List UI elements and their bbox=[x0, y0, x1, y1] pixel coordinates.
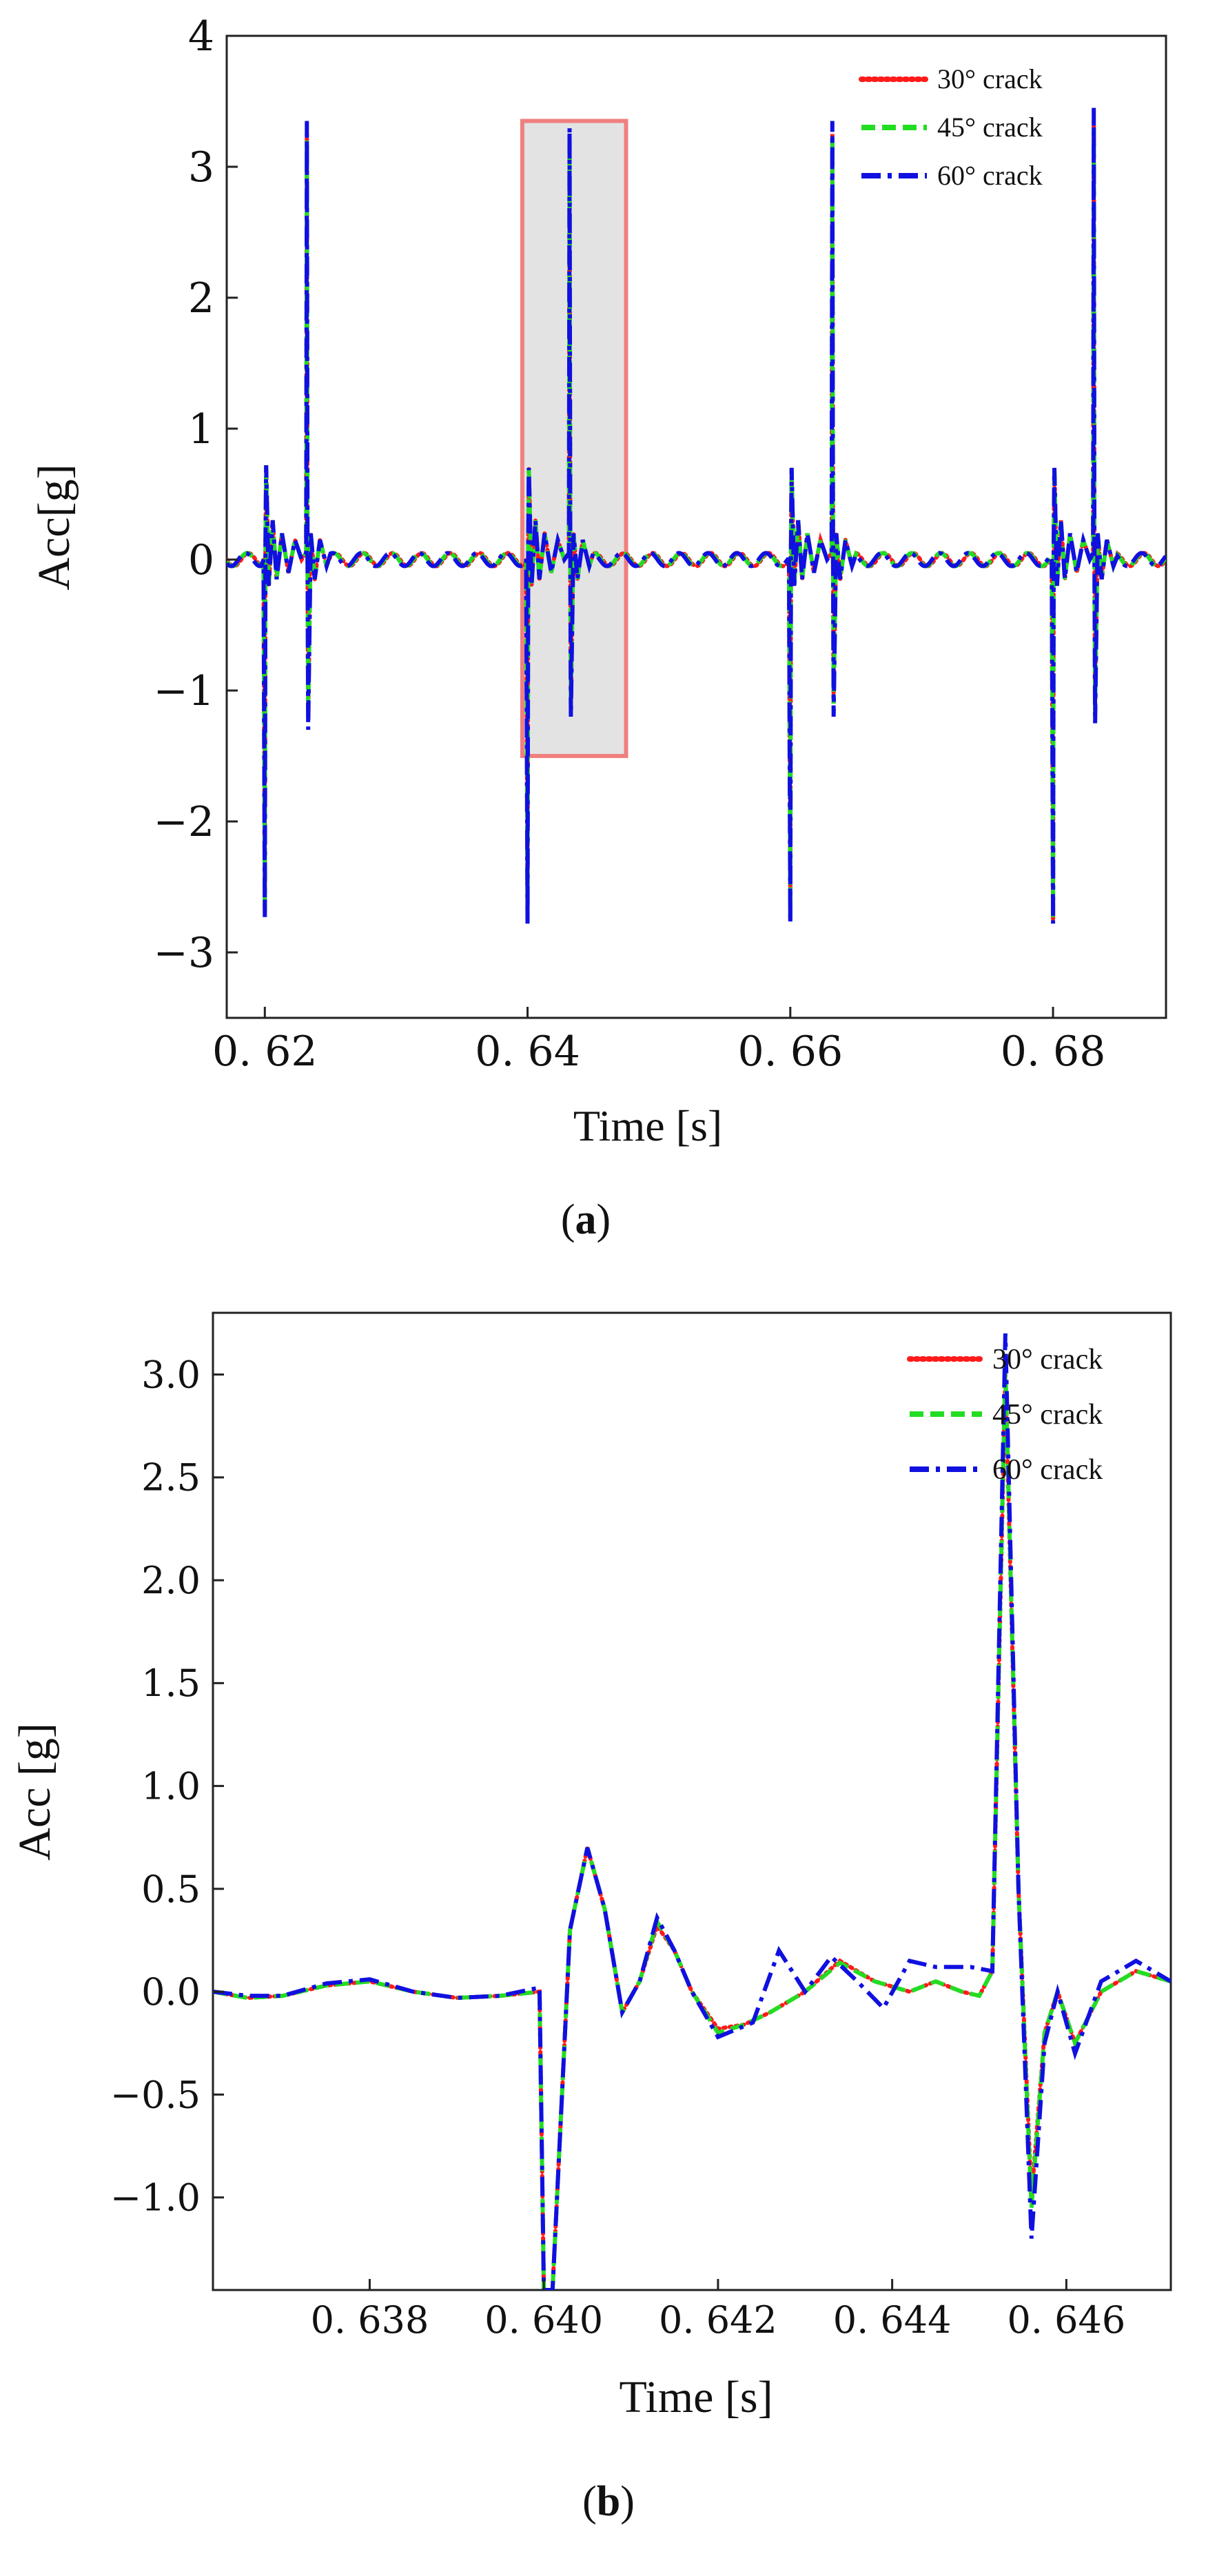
y-axis-label-b: Acc [g] bbox=[10, 1723, 60, 1861]
y-tick-label-a: 2 bbox=[188, 274, 214, 323]
x-tick-label-a: 0. 64 bbox=[475, 1028, 580, 1076]
x-tick-label-a: 0. 66 bbox=[737, 1028, 843, 1076]
y-tick-label-a: 3 bbox=[188, 143, 214, 192]
y-tick-label-b: 0.5 bbox=[141, 1868, 201, 1911]
caption-b-open: ( bbox=[582, 2478, 597, 2525]
series-line-30-a bbox=[227, 121, 1166, 920]
series-line-45-a bbox=[227, 127, 1166, 917]
x-tick-label-b: 0. 640 bbox=[484, 2298, 603, 2342]
y-tick-label-a: −3 bbox=[154, 929, 214, 977]
y-tick-label-a: 0 bbox=[188, 536, 214, 584]
legend-label-30-b: 30° crack bbox=[992, 1344, 1103, 1376]
y-tick-label-b: 0.0 bbox=[141, 1970, 201, 2014]
series-lines-a bbox=[227, 108, 1166, 924]
legend-label-45-a: 45° crack bbox=[937, 112, 1043, 143]
axis-ticks-b: −1.0 −0.5 0.0 0.5 1.0 1.5 2.0 2.5 3.0 0. 638 0. 64… bbox=[110, 1353, 1125, 2342]
legend-a: 30° crack 45° crack 60° crack bbox=[859, 63, 1043, 191]
caption-b-letter: b bbox=[597, 2478, 620, 2525]
series-line-45-b bbox=[213, 1364, 1171, 2290]
series-line-60-b bbox=[213, 1333, 1171, 2290]
caption-b-close: ) bbox=[620, 2478, 635, 2525]
legend-label-30-a: 30° crack bbox=[937, 63, 1043, 94]
plot-frame-b bbox=[212, 1311, 1172, 2291]
highlight-box bbox=[520, 119, 628, 758]
x-tick-label-b: 0. 638 bbox=[311, 2298, 429, 2342]
chart-panel-a: −3 −2 −1 0 1 2 3 4 0. 62 0. 64 0. 66 0. 68 Acc[g] T… bbox=[29, 12, 1167, 1243]
y-tick-label-a: 1 bbox=[188, 405, 214, 453]
legend-label-60-a: 60° crack bbox=[937, 160, 1043, 191]
series-lines-b bbox=[213, 1333, 1171, 2290]
caption-a-letter: a bbox=[575, 1196, 597, 1243]
x-tick-label-b: 0. 646 bbox=[1007, 2298, 1125, 2342]
caption-b: (b) bbox=[582, 2478, 635, 2525]
x-tick-label-a: 0. 62 bbox=[212, 1028, 318, 1076]
y-tick-label-a: −2 bbox=[154, 798, 214, 846]
y-tick-label-b: 1.0 bbox=[141, 1765, 201, 1808]
caption-a-close: ) bbox=[597, 1196, 611, 1243]
y-axis-label-a: Acc[g] bbox=[29, 464, 79, 590]
legend-label-60-b: 60° crack bbox=[992, 1454, 1103, 1486]
x-tick-label-a: 0. 68 bbox=[1001, 1028, 1106, 1076]
y-tick-label-b: −0.5 bbox=[110, 2073, 201, 2116]
highlight-region bbox=[520, 119, 628, 758]
y-tick-label-b: 2.0 bbox=[141, 1559, 201, 1602]
axis-ticks-a: −3 −2 −1 0 1 2 3 4 0. 62 0. 64 0. 66 0. 68 bbox=[154, 12, 1106, 1076]
x-tick-label-b: 0. 642 bbox=[659, 2298, 777, 2342]
series-line-60-a bbox=[227, 108, 1166, 924]
caption-a-open: ( bbox=[561, 1196, 575, 1243]
x-tick-label-b: 0. 644 bbox=[833, 2298, 952, 2342]
plot-frame-a bbox=[225, 34, 1167, 1019]
y-tick-label-b: −1.0 bbox=[110, 2176, 201, 2220]
y-tick-label-b: 3.0 bbox=[141, 1353, 201, 1396]
y-tick-label-b: 1.5 bbox=[141, 1662, 201, 1705]
chart-panel-b: −1.0 −0.5 0.0 0.5 1.0 1.5 2.0 2.5 3.0 0. 638 0. 64… bbox=[10, 1311, 1172, 2525]
x-axis-label-a: Time [s] bbox=[573, 1101, 722, 1150]
x-axis-label-b: Time [s] bbox=[619, 2372, 773, 2422]
legend-label-45-b: 45° crack bbox=[992, 1399, 1103, 1431]
caption-a: (a) bbox=[561, 1196, 611, 1243]
y-tick-label-a: 4 bbox=[188, 12, 214, 61]
y-tick-label-b: 2.5 bbox=[141, 1456, 201, 1500]
y-tick-label-a: −1 bbox=[154, 667, 214, 715]
legend-b: 30° crack 45° crack 60° crack bbox=[907, 1344, 1103, 1486]
